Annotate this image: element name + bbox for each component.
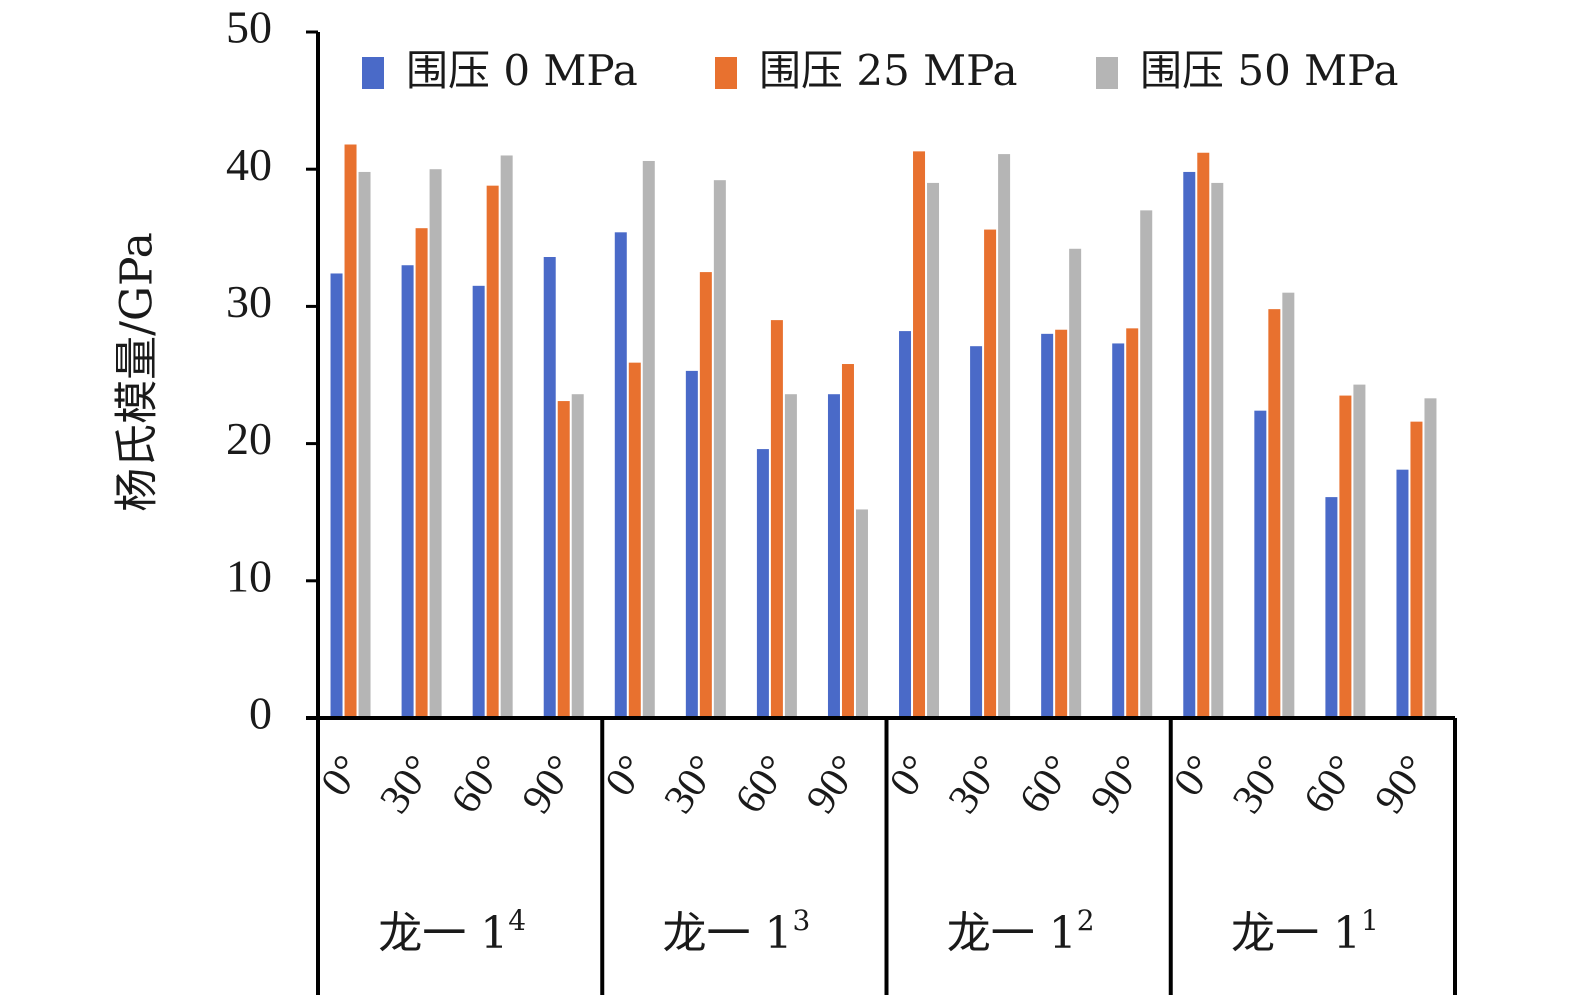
bar-series-0-cat-15 <box>1396 469 1409 718</box>
bar-series-0-cat-7 <box>827 394 840 718</box>
x-tick-label: 90° <box>798 747 869 822</box>
x-tick-label: 0° <box>881 747 940 804</box>
axes <box>306 32 1457 995</box>
group-label: 龙一 12 <box>947 904 1095 959</box>
x-tick-label: 30° <box>1224 747 1295 822</box>
x-tick-label: 30° <box>940 747 1011 822</box>
bar-series-1-cat-11 <box>1126 328 1139 718</box>
bar-series-1-cat-4 <box>628 362 641 718</box>
bar-series-0-cat-0 <box>330 273 343 718</box>
group-label: 龙一 13 <box>662 904 810 959</box>
bar-series-2-cat-7 <box>855 509 868 718</box>
group-label-superscript: 2 <box>1077 904 1095 937</box>
x-tick-label: 90° <box>1082 747 1153 822</box>
group-label-name: 龙一 1 <box>947 908 1077 959</box>
x-tick-label: 90° <box>1366 747 1437 822</box>
bar-series-0-cat-1 <box>401 265 414 718</box>
bar-series-0-cat-14 <box>1325 497 1338 718</box>
bar-series-2-cat-14 <box>1353 384 1366 718</box>
bar-series-1-cat-7 <box>841 364 854 718</box>
legend-label: 围压 50 MPa <box>1140 46 1399 95</box>
bar-series-2-cat-15 <box>1424 398 1437 718</box>
group-label-name: 龙一 1 <box>1231 908 1361 959</box>
y-tick-label: 0 <box>249 688 272 739</box>
group-label-superscript: 3 <box>792 904 810 937</box>
bar-series-1-cat-9 <box>984 229 997 718</box>
bar-series-1-cat-8 <box>913 151 926 718</box>
x-tick-label: 60° <box>1011 747 1082 822</box>
x-tick-label: 0° <box>1165 747 1224 804</box>
bar-series-0-cat-6 <box>756 449 769 718</box>
bar-series-1-cat-3 <box>557 401 570 718</box>
bar-series-0-cat-13 <box>1254 410 1267 718</box>
x-axis-categories: 0° 30° 60° 90° 0° 30° 60° 90° 0° 30° 60° 90° 0° 30° 60… <box>312 747 1437 822</box>
x-axis-groups: 龙一 14 龙一 13 龙一 12 龙一 11 <box>378 904 1379 959</box>
bar-series-1-cat-13 <box>1268 309 1281 718</box>
x-tick-label: 60° <box>727 747 798 822</box>
y-axis-label: 杨氏模量/GPa <box>112 232 163 512</box>
bar-series-0-cat-12 <box>1183 171 1196 719</box>
bar-series-0-cat-2 <box>472 285 485 718</box>
bar-series-2-cat-4 <box>642 160 655 718</box>
bar-series-1-cat-0 <box>344 144 357 718</box>
group-label-superscript: 4 <box>508 904 526 937</box>
bar-series-0-cat-10 <box>1041 333 1054 718</box>
y-tick-label: 10 <box>226 550 272 601</box>
y-axis-ticks: 0 10 20 30 40 50 <box>226 2 318 739</box>
bar-series-1-cat-5 <box>699 272 712 718</box>
legend-swatch <box>715 57 737 89</box>
bar-series-1-cat-15 <box>1410 421 1423 718</box>
bar-series-0-cat-9 <box>970 346 983 718</box>
bar-series-0-cat-8 <box>899 331 912 718</box>
bar-series-0-cat-3 <box>543 257 556 718</box>
bar-series-1-cat-6 <box>770 320 783 718</box>
bar-series-2-cat-6 <box>784 394 797 718</box>
bar-series-2-cat-11 <box>1140 210 1153 719</box>
y-tick-label: 50 <box>226 2 272 53</box>
bar-series-1-cat-14 <box>1339 395 1352 718</box>
bar-series-2-cat-8 <box>927 182 940 719</box>
legend: 围压 0 MPa 围压 25 MPa 围压 50 MPa <box>362 46 1399 95</box>
y-tick-label: 40 <box>226 139 272 190</box>
x-tick-label: 60° <box>1295 747 1366 822</box>
x-tick-label: 0° <box>597 747 656 804</box>
bar-series-2-cat-2 <box>500 155 513 719</box>
bars <box>330 144 1437 719</box>
x-tick-label: 60° <box>442 747 513 822</box>
bar-series-1-cat-10 <box>1055 329 1068 718</box>
bar-series-1-cat-2 <box>486 185 499 718</box>
bar-series-2-cat-10 <box>1069 248 1082 718</box>
bar-series-1-cat-1 <box>415 228 428 719</box>
group-label-superscript: 1 <box>1361 904 1379 937</box>
bar-series-2-cat-0 <box>358 171 371 719</box>
bar-series-2-cat-9 <box>998 154 1011 718</box>
bar-series-2-cat-13 <box>1282 292 1295 718</box>
x-tick-label: 90° <box>514 747 585 822</box>
group-label: 龙一 14 <box>378 904 526 959</box>
bar-series-0-cat-4 <box>614 232 627 718</box>
bar-series-2-cat-3 <box>571 394 584 718</box>
group-label-name: 龙一 1 <box>662 908 792 959</box>
y-tick-label: 20 <box>226 413 272 464</box>
bar-series-2-cat-5 <box>713 180 726 718</box>
legend-swatch <box>1096 57 1118 89</box>
bar-series-0-cat-5 <box>685 370 698 718</box>
group-label: 龙一 11 <box>1231 904 1379 959</box>
bar-series-2-cat-12 <box>1211 182 1224 719</box>
bar-series-1-cat-12 <box>1197 152 1210 719</box>
bar-series-0-cat-11 <box>1112 343 1125 718</box>
x-tick-label: 0° <box>312 747 371 804</box>
bar-series-2-cat-1 <box>429 169 442 718</box>
legend-label: 围压 25 MPa <box>759 46 1018 95</box>
x-tick-label: 30° <box>371 747 442 822</box>
x-tick-label: 30° <box>656 747 727 822</box>
legend-swatch <box>362 57 384 89</box>
group-label-name: 龙一 1 <box>378 908 508 959</box>
y-tick-label: 30 <box>226 276 272 327</box>
legend-label: 围压 0 MPa <box>406 46 638 95</box>
